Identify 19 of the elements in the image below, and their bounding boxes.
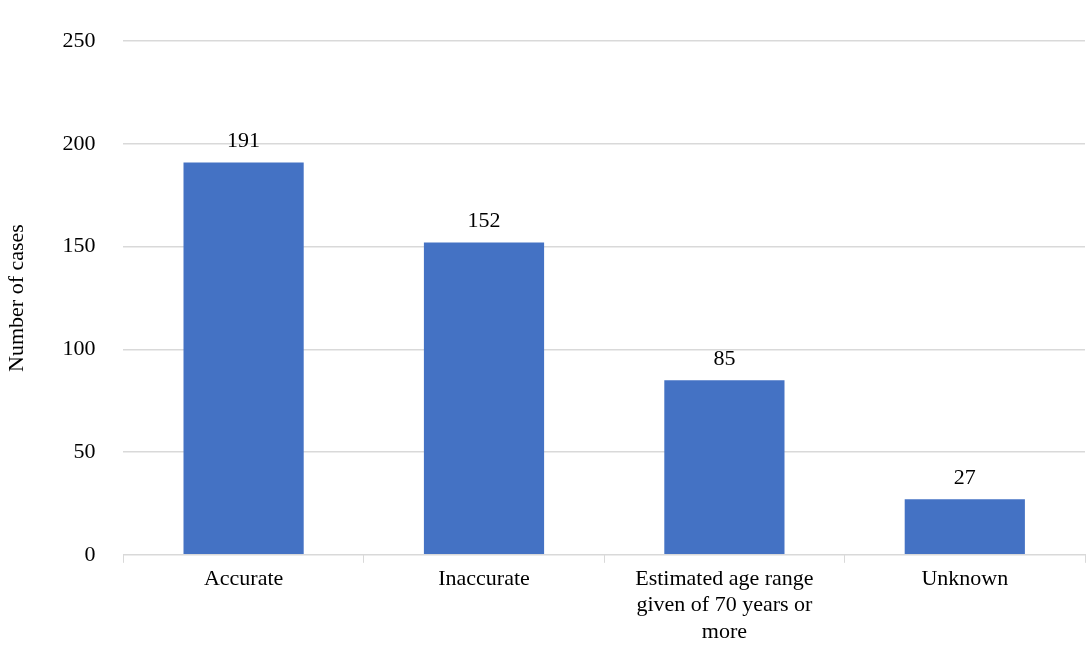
x-tick-label: Inaccurate: [438, 564, 530, 590]
x-tick-label: Unknown: [921, 564, 1009, 590]
bar: [904, 499, 1025, 555]
y-axis-title: Number of cases: [2, 224, 28, 372]
bar: [664, 380, 785, 555]
x-tick-label: Accurate: [203, 564, 284, 590]
y-tick-label: 150: [62, 232, 96, 258]
data-label: 152: [467, 207, 501, 233]
data-label: 27: [953, 464, 976, 490]
bar: [183, 162, 304, 555]
y-tick-label: 250: [62, 26, 96, 52]
y-tick-label: 100: [62, 335, 96, 361]
bar: [423, 242, 545, 555]
y-tick-label: 0: [84, 540, 96, 566]
y-tick-label: 50: [73, 437, 96, 463]
x-tick-label: Estimated age range given of 70 years or more: [635, 564, 814, 643]
data-label: 85: [713, 344, 736, 370]
data-label: 191: [227, 127, 261, 153]
y-tick-label: 200: [62, 129, 96, 155]
